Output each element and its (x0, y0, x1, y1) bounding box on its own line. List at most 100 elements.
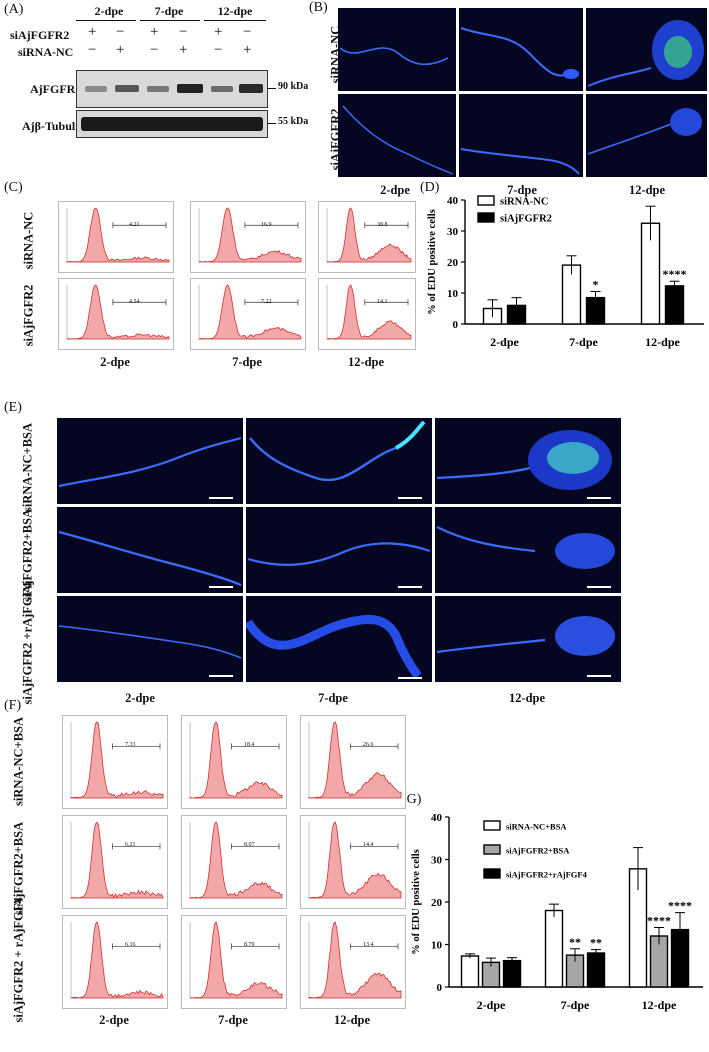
flow-hist-svg (70, 721, 164, 799)
marker-55kda: 55 kDa (278, 116, 309, 127)
panel-label-b: (B) (309, 0, 328, 15)
blot-bands-ajfgfr2 (85, 84, 263, 93)
flow-histogram: 8.07 (181, 815, 287, 909)
band-label-tubulin: Ajβ-Tubulin (22, 119, 86, 133)
fluorescence-image (338, 8, 456, 91)
flow-hist-svg (189, 721, 283, 799)
band-label-ajfgfr2: AjFGFR2 (30, 82, 82, 96)
flow-hist-svg (308, 921, 402, 999)
y-tick-label: 0 (437, 982, 443, 994)
blot-header-2dpe: 2-dpe (94, 4, 124, 18)
band (177, 84, 203, 93)
blot-header-line (140, 20, 200, 21)
flow-hist-svg (189, 921, 283, 999)
fluorescence-image (435, 507, 621, 593)
band (239, 84, 263, 93)
legend-swatch (483, 844, 501, 855)
flow-histogram: 13.4 (300, 915, 406, 1009)
fluorescence-image (435, 596, 621, 682)
panel-e-col-label: 12-dpe (508, 691, 546, 705)
legend-label: siRNA-NC (500, 197, 548, 208)
fluorescence-image (459, 94, 583, 177)
blot-header-line (76, 20, 136, 21)
lane-sign: + (179, 42, 188, 58)
gate-value: 8.79 (244, 942, 255, 948)
gate-value: 16.9 (261, 222, 272, 228)
fluorescence-image (338, 94, 456, 177)
blot-bands-tubulin (81, 117, 263, 131)
y-tick-label: 10 (431, 940, 443, 952)
significance-label: **** (647, 914, 671, 928)
gate-value: 14.1 (377, 299, 388, 305)
panel-c-col-label: 7-dpe (232, 355, 262, 369)
lane-sign: + (88, 24, 97, 40)
bar (460, 955, 480, 988)
flow-histogram: 14.4 (300, 815, 406, 909)
x-tick-label: 2-dpe (477, 998, 506, 1012)
bar-chart-g: 0 10 20 30 40 % of EDU positive cells 2-dpe 7-d… (411, 812, 703, 1012)
band (115, 85, 139, 92)
bar (502, 959, 522, 988)
y-tick-label: 10 (447, 288, 459, 300)
lane-sign: + (214, 24, 223, 40)
blot-strip-ajfgfr2 (76, 70, 268, 108)
flow-hist-svg (198, 284, 302, 340)
lane-sign: − (88, 42, 97, 58)
panel-c-row-label: siRNA-NC (21, 211, 36, 270)
flow-hist-svg (308, 821, 402, 899)
gate-value: 8.07 (244, 842, 255, 848)
panel-f-row-label: siRNA-NC+BSA (11, 716, 26, 807)
flow-histogram: 4.54 (58, 278, 174, 350)
x-tick-label: 2-dpe (490, 335, 519, 349)
y-tick-label: 30 (447, 226, 459, 238)
flow-hist-svg (66, 284, 170, 340)
gate-value: 13.4 (363, 942, 374, 948)
panel-f-col-label: 7-dpe (218, 1013, 248, 1027)
fluorescence-image (586, 94, 707, 177)
panel-label-c: (C) (4, 180, 23, 195)
legend-swatch (483, 820, 501, 831)
y-tick-label: 30 (431, 855, 443, 867)
blot-strip-tubulin (76, 110, 268, 138)
y-tick-label: 40 (431, 812, 443, 824)
flow-hist-svg (326, 207, 412, 263)
flow-histogram: 14.1 (318, 278, 416, 350)
flow-histogram: 8.79 (181, 915, 287, 1009)
fluorescence-image (435, 418, 621, 504)
gate-value: 26.6 (363, 742, 374, 748)
lane-sign: − (243, 24, 252, 40)
blot-row-label-sirna-nc: siRNA-NC (18, 45, 74, 59)
gate-value: 4.54 (129, 299, 140, 305)
gate-value: 4.21 (129, 222, 140, 228)
y-axis-label: % of EDU positive cells (427, 209, 438, 315)
panel-b-col-label: 7-dpe (507, 183, 537, 197)
fluorescence-image (246, 596, 432, 682)
flow-hist-svg (70, 821, 164, 899)
y-tick-label: 40 (447, 195, 459, 207)
panel-e-row-label: siAjFGFR2 +rAjFGF4 (20, 582, 35, 705)
blot-header-line (204, 20, 266, 21)
blot-header-12dpe: 12-dpe (217, 4, 253, 18)
lane-sign: − (214, 42, 223, 58)
y-axis-label: % of EDU positive cells (411, 849, 422, 955)
band (81, 117, 263, 131)
marker-tick (268, 88, 276, 89)
y-tick-label: 20 (447, 257, 459, 269)
flow-histogram: 38.8 (318, 201, 416, 273)
marker-tick (268, 123, 276, 124)
flow-histogram: 7.33 (62, 715, 168, 809)
flow-histogram: 4.21 (58, 201, 174, 273)
significance-label: * (593, 277, 599, 291)
legend-swatch (477, 195, 495, 206)
y-tick-label: 0 (453, 319, 459, 331)
flow-histogram: 16.9 (190, 201, 306, 273)
flow-histogram: 26.6 (300, 715, 406, 809)
panel-b-col-label: 2-dpe (380, 183, 410, 197)
flow-histogram: 7.22 (190, 278, 306, 350)
flow-hist-svg (326, 284, 412, 340)
panel-c-col-label: 12-dpe (347, 355, 385, 369)
flow-hist-svg (308, 721, 402, 799)
panel-label-d: (D) (420, 180, 440, 195)
panel-label-f: (F) (4, 698, 22, 713)
panel-c-row-label: siAjFGFR2 (21, 284, 36, 347)
